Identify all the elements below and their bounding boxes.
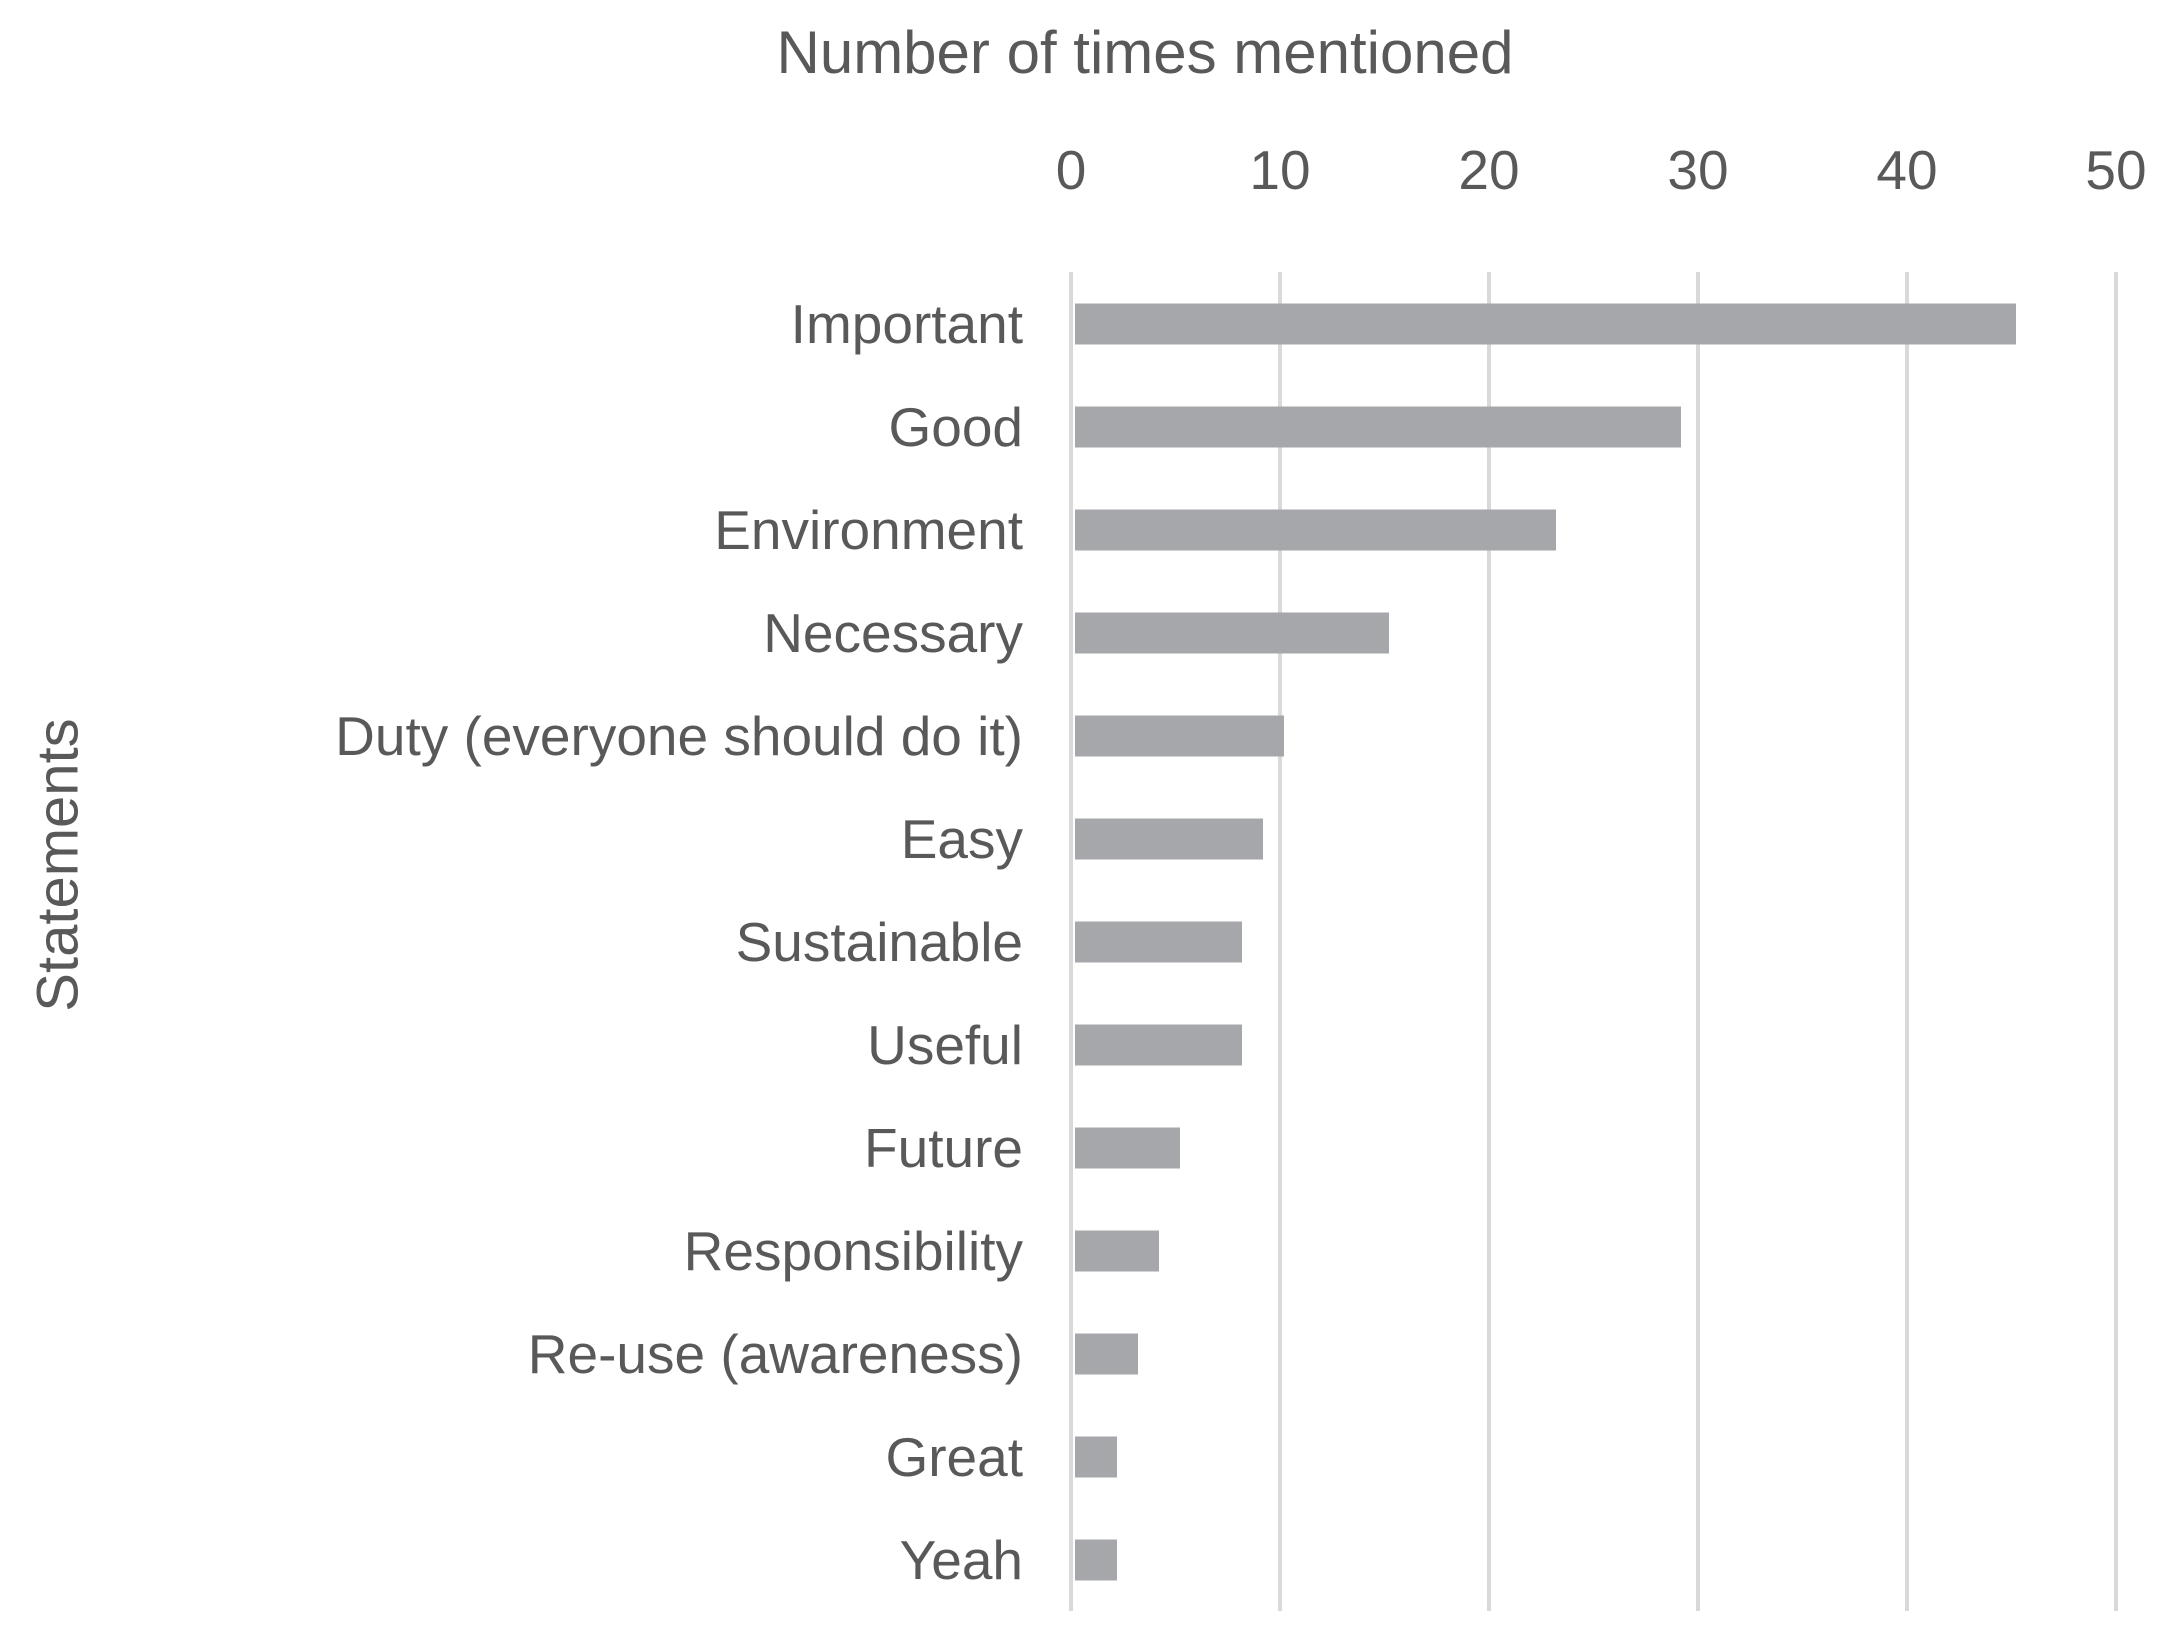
category-label: Easy (900, 807, 1023, 870)
bar-Great (1075, 1436, 1117, 1477)
x-axis-ticks: 0 10 20 30 40 50 (1056, 138, 2147, 201)
category-label: Great (885, 1425, 1023, 1488)
gridline (1069, 272, 1073, 1611)
category-label: Environment (714, 498, 1023, 561)
x-tick-label: 20 (1458, 139, 1520, 201)
gridline (1905, 272, 1909, 1611)
category-label: Future (864, 1116, 1023, 1179)
category-row: Sustainable (0, 890, 1023, 993)
category-labels: Important Good Environment Necessary Duty (e… (0, 272, 1071, 1611)
bar-Responsibility (1075, 1230, 1159, 1271)
plot-area (1069, 272, 2118, 1611)
bar-row (1071, 1405, 2116, 1508)
bar-row (1071, 1199, 2116, 1302)
category-row: Good (0, 375, 1023, 478)
chart-title: Number of times mentioned (776, 19, 1514, 86)
x-tick-label: 0 (1055, 139, 1087, 201)
category-row: Environment (0, 478, 1023, 581)
x-tick-label: 30 (1667, 139, 1729, 201)
bar-Important (1075, 303, 2016, 344)
bar-row (1071, 993, 2116, 1096)
category-label: Sustainable (735, 910, 1023, 973)
category-label: Responsibility (683, 1219, 1023, 1282)
bar-Sustainable (1075, 921, 1243, 962)
category-label: Re-use (awareness) (527, 1322, 1023, 1385)
x-tick-label: 10 (1249, 139, 1311, 201)
x-tick-label: 40 (1876, 139, 1938, 201)
bar-Duty (everyone should do it) (1075, 715, 1284, 756)
bar-Good (1075, 406, 1682, 447)
gridline (1696, 272, 1700, 1611)
category-label: Useful (867, 1013, 1023, 1076)
category-label: Necessary (763, 601, 1023, 664)
category-label: Good (888, 395, 1023, 458)
bar-row (1071, 272, 2116, 375)
bar-row (1071, 787, 2116, 890)
bar-row (1071, 1096, 2116, 1199)
category-row: Easy (0, 787, 1023, 890)
bar-row (1071, 581, 2116, 684)
category-row: Yeah (0, 1508, 1023, 1611)
bar-Yeah (1075, 1539, 1117, 1580)
category-label: Duty (everyone should do it) (335, 704, 1023, 767)
category-row: Future (0, 1096, 1023, 1199)
gridline (2114, 272, 2118, 1611)
bar-row (1071, 684, 2116, 787)
category-row: Important (0, 272, 1023, 375)
bars (1071, 272, 2116, 1611)
category-row: Great (0, 1405, 1023, 1508)
gridline (1278, 272, 1282, 1611)
x-tick-label: 50 (2085, 139, 2147, 201)
bar-Environment (1075, 509, 1556, 550)
bar-Re-use (awareness) (1075, 1333, 1138, 1374)
bar-row (1071, 1302, 2116, 1405)
bar-Necessary (1075, 612, 1389, 653)
category-row: Duty (everyone should do it) (0, 684, 1023, 787)
bar-Useful (1075, 1024, 1243, 1065)
bar-row (1071, 890, 2116, 993)
gridline (1487, 272, 1491, 1611)
category-row: Necessary (0, 581, 1023, 684)
category-row: Useful (0, 993, 1023, 1096)
category-row: Responsibility (0, 1199, 1023, 1302)
bar-Easy (1075, 818, 1264, 859)
bar-row (1071, 375, 2116, 478)
bar-Future (1075, 1127, 1180, 1168)
category-label: Important (790, 292, 1023, 355)
category-row: Re-use (awareness) (0, 1302, 1023, 1405)
bar-row (1071, 478, 2116, 581)
category-label: Yeah (899, 1528, 1023, 1591)
bar-row (1071, 1508, 2116, 1611)
